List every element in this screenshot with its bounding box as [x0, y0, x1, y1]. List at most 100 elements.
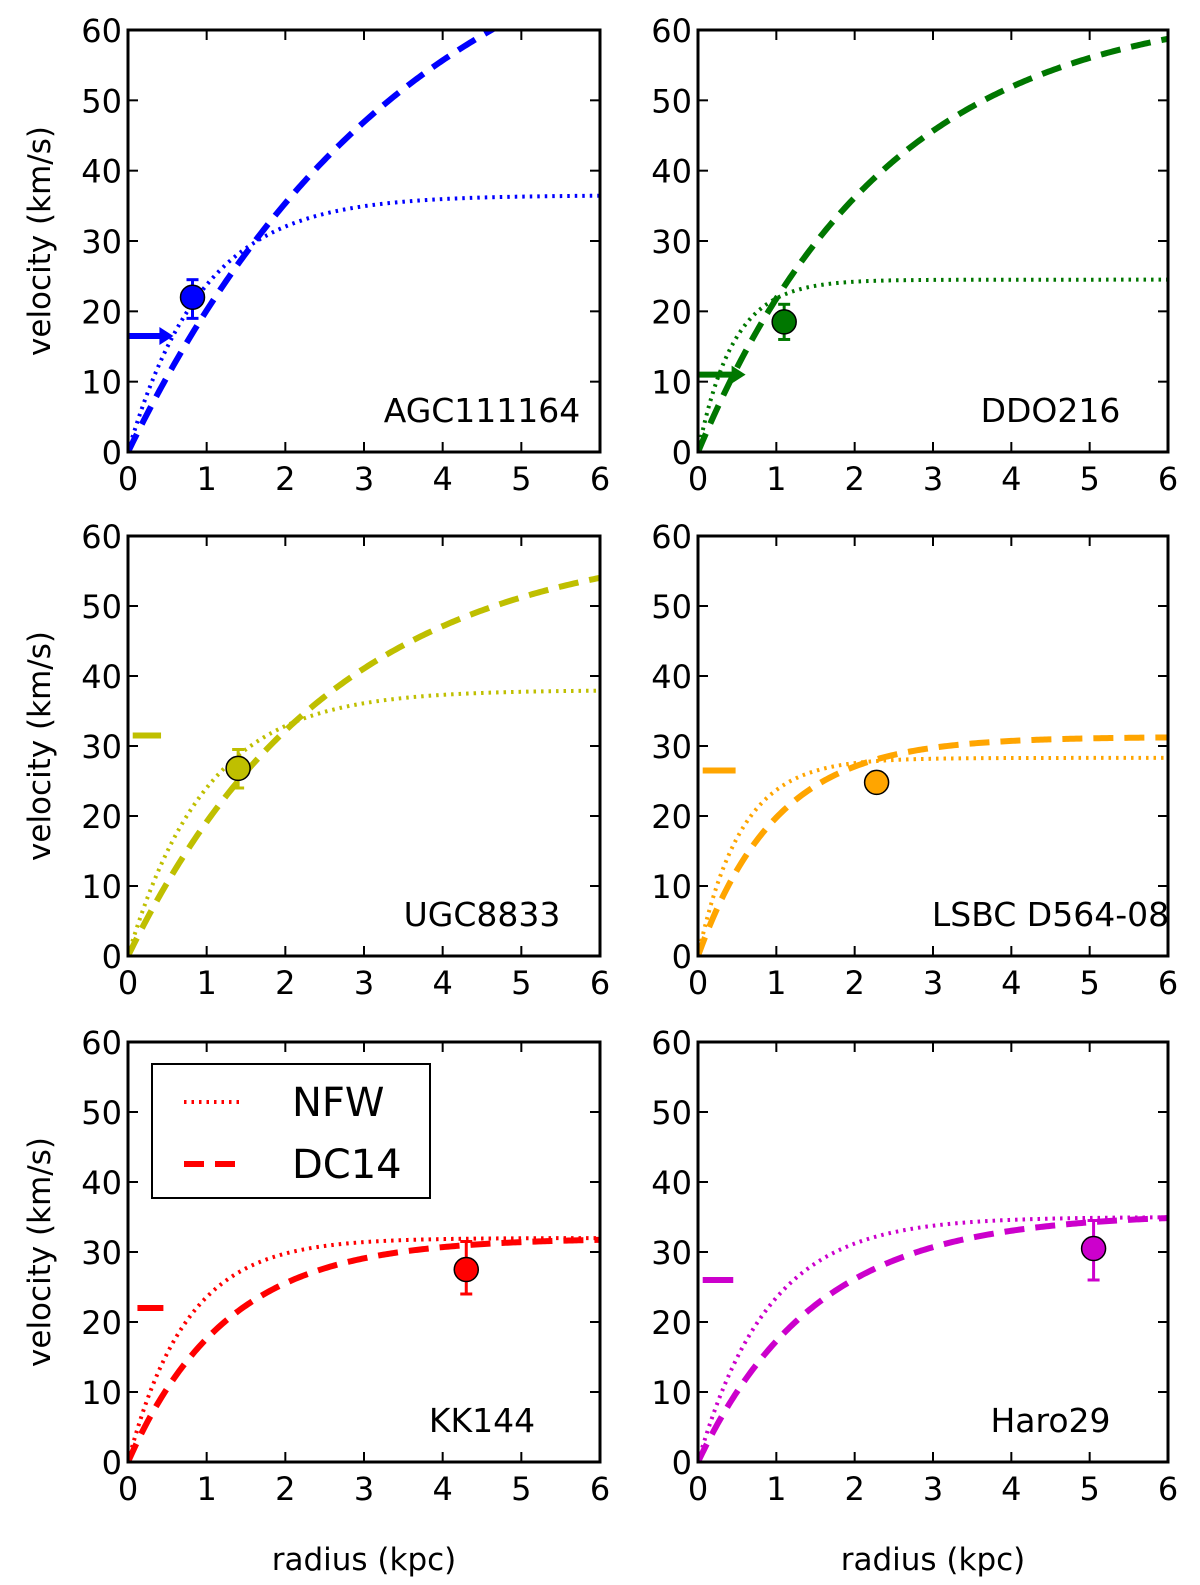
x-tick-label: 5 [1079, 1470, 1099, 1508]
dc14-curve [698, 1215, 1168, 1462]
x-tick-label: 3 [923, 1470, 943, 1508]
galaxy-name-label: UGC8833 [404, 895, 561, 934]
x-tick-label: 6 [590, 964, 610, 1002]
y-tick-label: 30 [81, 728, 122, 766]
y-tick-label: 10 [81, 364, 122, 402]
data-point [453, 1256, 480, 1283]
y-tick-label: 20 [81, 293, 122, 331]
y-tick-label: 40 [81, 658, 122, 696]
velocity-limit-arrow [159, 326, 174, 345]
y-tick-label: 40 [651, 1164, 692, 1202]
x-tick-label: 5 [511, 1470, 531, 1508]
y-axis-title: velocity (km/s) [22, 631, 58, 861]
x-tick-label: 4 [432, 1470, 452, 1508]
x-tick-label: 4 [432, 964, 452, 1002]
y-tick-label: 10 [651, 868, 692, 906]
x-axis-title: radius (kpc) [272, 1542, 457, 1578]
nfw-curve [698, 1215, 1168, 1462]
y-tick-label: 60 [81, 12, 122, 50]
y-tick-label: 0 [102, 938, 122, 976]
y-tick-label: 60 [651, 12, 692, 50]
data-point [1080, 1235, 1107, 1262]
y-tick-label: 10 [81, 1374, 122, 1412]
plot-frame [696, 28, 1170, 454]
x-tick-label: 0 [118, 1470, 138, 1508]
galaxy-name-label: KK144 [429, 1401, 535, 1440]
y-tick-label: 60 [81, 1024, 122, 1062]
x-tick-label: 3 [354, 1470, 374, 1508]
data-point [179, 284, 206, 311]
y-tick-label: 30 [651, 1234, 692, 1272]
x-tick-label: 0 [688, 460, 708, 498]
x-tick-label: 5 [511, 964, 531, 1002]
x-tick-label: 2 [275, 1470, 295, 1508]
x-tick-label: 5 [1079, 460, 1099, 498]
x-tick-label: 0 [688, 964, 708, 1002]
x-tick-label: 3 [354, 460, 374, 498]
x-tick-label: 4 [1001, 1470, 1021, 1508]
dc14-curve [128, 30, 498, 452]
legend-nfw-label: NFW [292, 1080, 384, 1126]
x-tick-label: 5 [1079, 964, 1099, 1002]
x-tick-label: 6 [1158, 964, 1178, 1002]
x-tick-label: 2 [844, 964, 864, 1002]
y-tick-label: 40 [651, 153, 692, 191]
x-tick-label: 3 [923, 964, 943, 1002]
y-tick-label: 60 [651, 518, 692, 556]
data-point [863, 769, 890, 796]
y-tick-label: 20 [81, 798, 122, 836]
y-tick-label: 20 [651, 798, 692, 836]
x-tick-label: 1 [196, 1470, 216, 1508]
x-tick-label: 1 [196, 964, 216, 1002]
y-tick-label: 30 [651, 223, 692, 261]
x-tick-label: 1 [766, 460, 786, 498]
y-tick-label: 20 [651, 293, 692, 331]
y-tick-label: 0 [672, 1444, 692, 1482]
x-tick-label: 3 [354, 964, 374, 1002]
x-tick-label: 2 [275, 964, 295, 1002]
y-tick-label: 50 [81, 1094, 122, 1132]
y-tick-label: 10 [81, 868, 122, 906]
dc14-curve [128, 1236, 600, 1462]
y-tick-label: 50 [81, 588, 122, 626]
x-tick-label: 6 [1158, 460, 1178, 498]
y-tick-label: 30 [651, 728, 692, 766]
y-tick-label: 20 [81, 1304, 122, 1342]
x-axis-title: radius (kpc) [841, 1542, 1026, 1578]
legend-dc14-label: DC14 [292, 1142, 402, 1188]
x-tick-label: 1 [766, 1470, 786, 1508]
x-tick-label: 4 [1001, 964, 1021, 1002]
galaxy-name-label: LSBC D564-08 [932, 895, 1169, 934]
galaxy-name-label: Haro29 [990, 1401, 1110, 1440]
dc14-curve [698, 734, 1168, 956]
x-tick-label: 0 [688, 1470, 708, 1508]
nfw-curve [128, 688, 600, 956]
data-point [771, 309, 797, 335]
dc14-curve [128, 574, 600, 956]
x-tick-label: 6 [1158, 1470, 1178, 1508]
y-tick-label: 50 [651, 82, 692, 120]
legend-box [151, 1063, 431, 1199]
data-point [225, 755, 251, 782]
legend: NFW DC14 [151, 1063, 431, 1199]
plot-frame [126, 28, 602, 454]
x-tick-label: 2 [844, 460, 864, 498]
y-tick-label: 60 [81, 518, 122, 556]
y-tick-label: 20 [651, 1304, 692, 1342]
galaxy-name-label: AGC111164 [384, 391, 581, 430]
x-tick-label: 5 [511, 460, 531, 498]
y-tick-label: 40 [81, 1164, 122, 1202]
y-tick-label: 10 [651, 1374, 692, 1412]
x-tick-label: 2 [275, 460, 295, 498]
y-tick-label: 0 [672, 938, 692, 976]
y-tick-label: 30 [81, 223, 122, 261]
dc14-curve [698, 35, 1168, 452]
y-tick-label: 30 [81, 1234, 122, 1272]
x-tick-label: 1 [766, 964, 786, 1002]
y-axis-title: velocity (km/s) [22, 126, 58, 356]
